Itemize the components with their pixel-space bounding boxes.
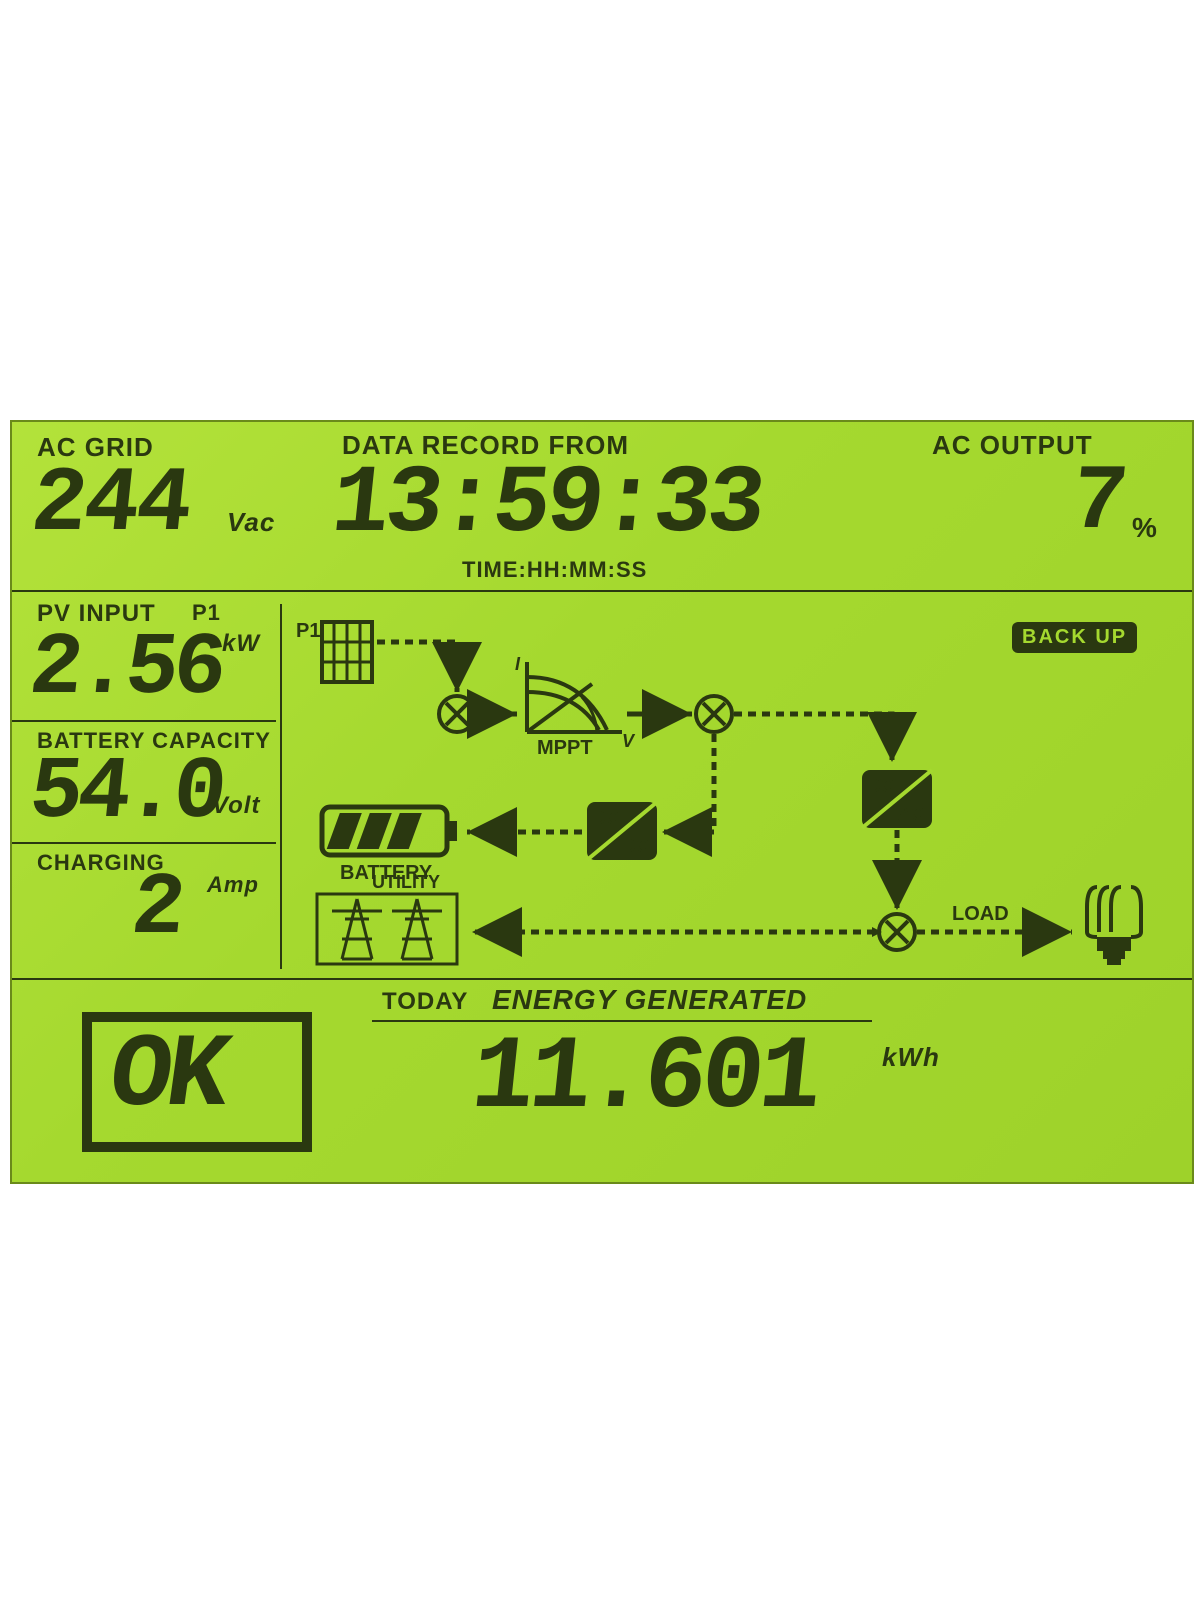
svg-text:UTILITY: UTILITY <box>372 872 440 892</box>
today-label: TODAY <box>382 988 468 1016</box>
divider <box>12 720 276 722</box>
ac-output-unit: % <box>1132 512 1158 544</box>
multiply-node-icon <box>696 696 732 732</box>
power-flow-diagram: P1 I V MPPT <box>292 602 1182 972</box>
ac-grid-unit: Vac <box>227 507 275 538</box>
ac-output-label: AC OUTPUT <box>932 430 1093 461</box>
energy-generated-value: 11.601 <box>466 1020 823 1138</box>
divider <box>12 842 276 844</box>
battery-capacity-unit: Volt <box>212 792 260 820</box>
flow-arrow <box>662 734 714 832</box>
mppt-curve-icon: I V MPPT <box>515 654 636 759</box>
svg-text:DC: DC <box>623 836 649 856</box>
divider <box>12 978 1192 980</box>
energy-generated-unit: kWh <box>882 1042 940 1073</box>
multiply-node-icon <box>439 696 475 732</box>
svg-text:V: V <box>622 731 636 751</box>
svg-text:DC: DC <box>593 808 619 828</box>
load-label: LOAD <box>952 903 1009 925</box>
pv-input-value: 2.56 <box>25 620 227 719</box>
time-format-label: TIME:HH:MM:SS <box>462 557 647 583</box>
svg-text:DC: DC <box>868 776 894 796</box>
solar-panel-icon <box>322 622 372 682</box>
dc-dc-converter-icon: DC DC <box>587 802 657 860</box>
svg-text:MPPT: MPPT <box>537 737 593 759</box>
svg-text:AC: AC <box>898 804 924 824</box>
svg-text:I: I <box>515 654 521 674</box>
pv-input-unit: kW <box>222 630 260 658</box>
status-ok-text: OK <box>102 1018 231 1136</box>
charging-value: 2 <box>127 860 187 959</box>
flow-arrow <box>734 714 892 762</box>
flow-arrow <box>377 642 457 692</box>
multiply-node-icon <box>879 914 915 950</box>
ac-grid-value: 244 <box>26 452 194 557</box>
divider <box>280 604 282 969</box>
cfl-bulb-icon <box>1087 887 1141 965</box>
divider <box>12 590 1192 592</box>
ac-output-value: 7 <box>1066 450 1129 555</box>
dc-ac-converter-icon: DC AC <box>862 770 932 828</box>
charging-unit: Amp <box>207 872 259 898</box>
p1-label: P1 <box>296 620 320 642</box>
battery-capacity-value: 54.0 <box>25 744 227 843</box>
energy-generated-label: ENERGY GENERATED <box>492 984 807 1016</box>
utility-pylon-icon: UTILITY <box>317 872 457 964</box>
inverter-lcd-panel: AC GRID 244 Vac DATA RECORD FROM 13:59:3… <box>10 420 1194 1184</box>
data-record-time: 13:59:33 <box>326 450 766 559</box>
